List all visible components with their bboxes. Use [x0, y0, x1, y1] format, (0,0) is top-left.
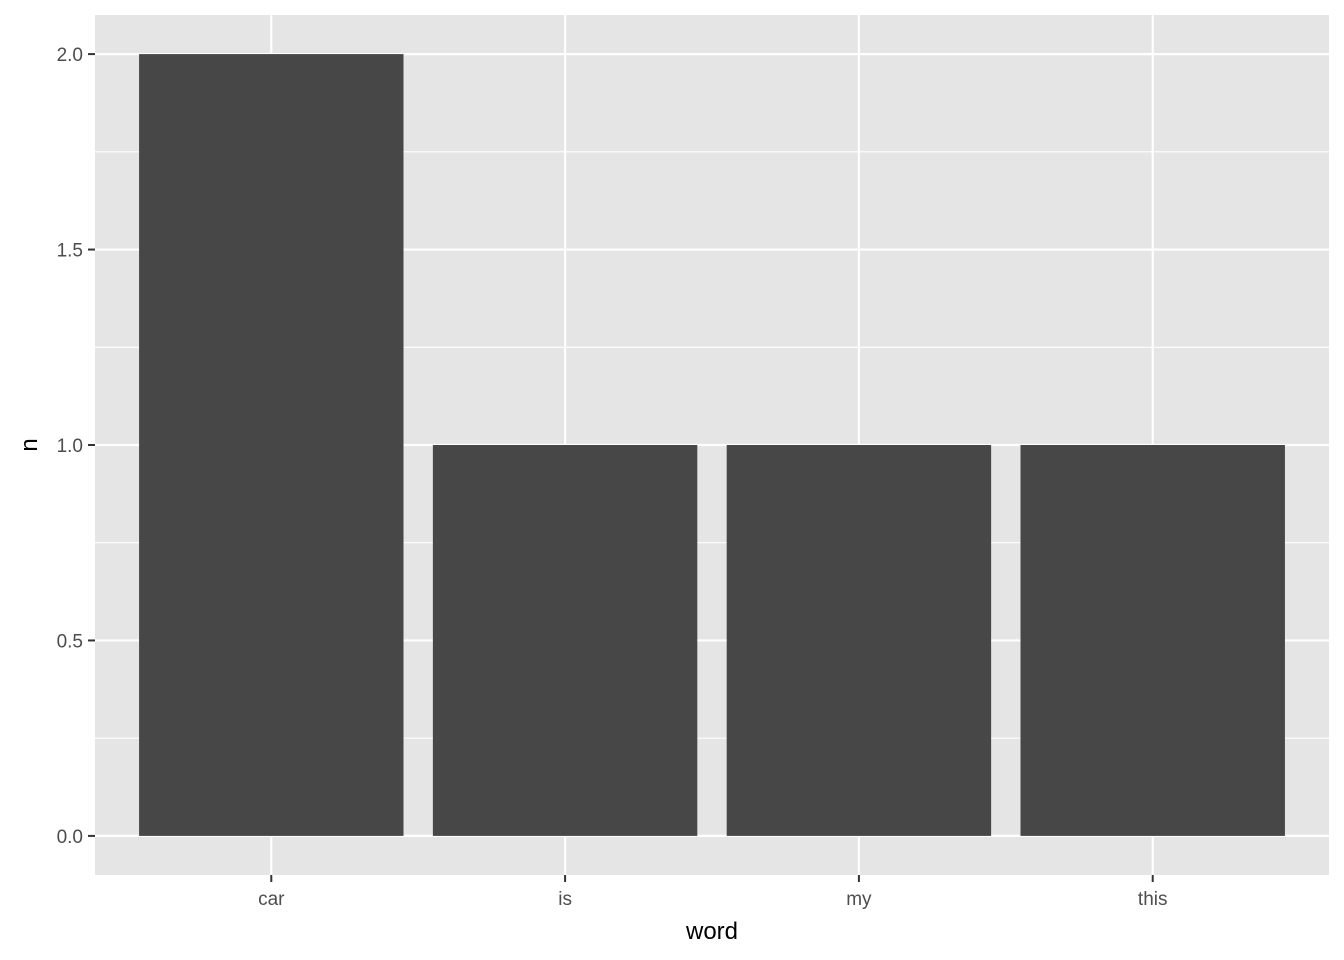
bar-is	[432, 445, 698, 836]
y-tick-label: 0.5	[57, 631, 83, 652]
bar-car	[139, 54, 404, 836]
bar-my	[726, 445, 992, 836]
bar-this	[1020, 445, 1285, 836]
x-tick-label: this	[1138, 889, 1168, 910]
x-tick-label: car	[258, 889, 285, 910]
x-tick-label: my	[846, 889, 872, 910]
x-axis-title: word	[685, 918, 738, 945]
y-tick-label: 2.0	[57, 45, 83, 66]
x-tick-label: is	[558, 889, 572, 910]
y-tick-label: 0.0	[57, 827, 83, 848]
axes: 0.0 0.5 1.0 1.5 2.0 car is my this	[57, 45, 1168, 910]
y-tick-label: 1.5	[57, 241, 83, 262]
y-axis-title: n	[16, 438, 43, 451]
y-tick-label: 1.0	[57, 436, 83, 457]
bars	[139, 54, 1285, 836]
